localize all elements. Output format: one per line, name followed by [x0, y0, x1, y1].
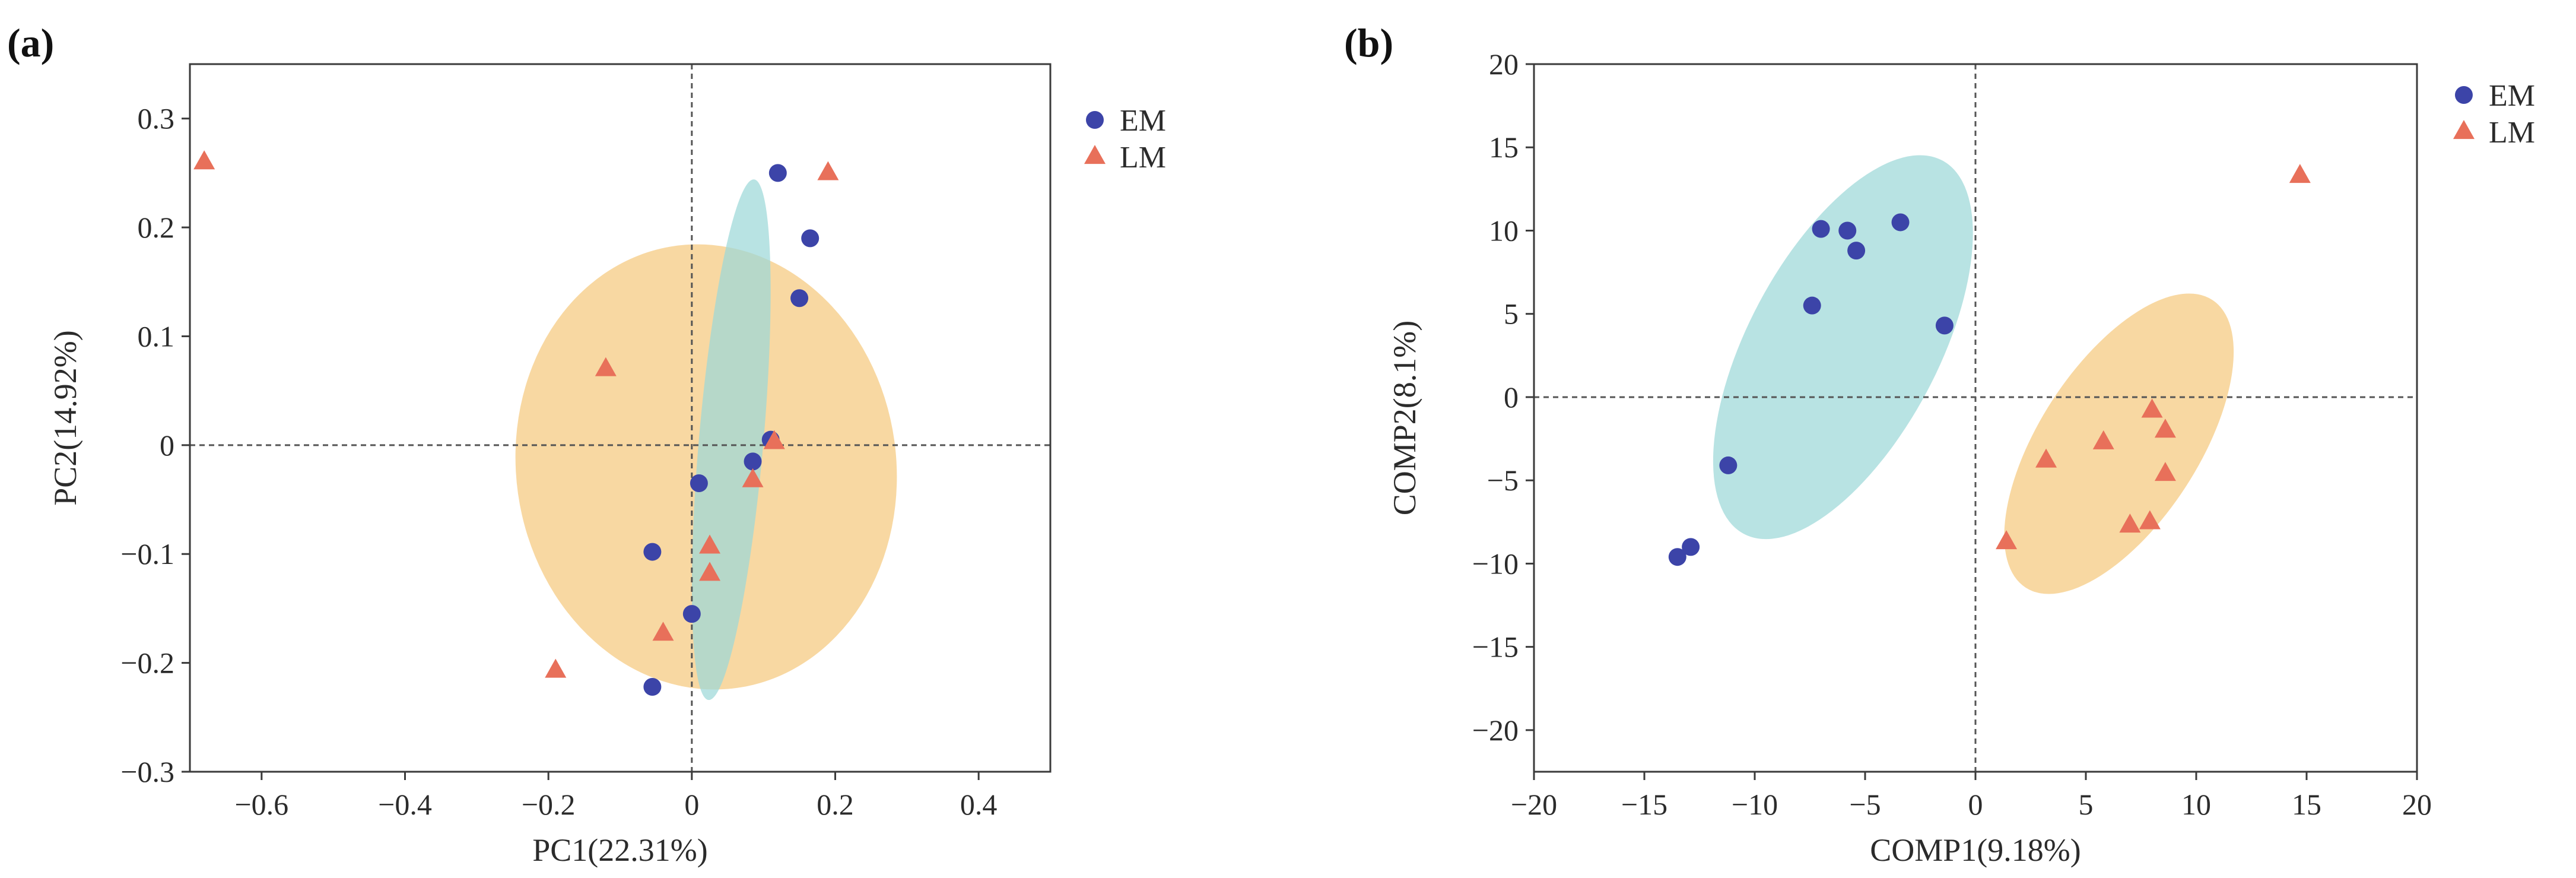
panel-b-label: (b) [1344, 20, 1393, 65]
data-point-lm [763, 430, 785, 449]
x-tick-label: 0.4 [960, 788, 998, 821]
legend-marker-lm [2453, 120, 2475, 140]
panel-a: (a) −0.6 −0.4 −0.2 0 0.2 0.4 −0.3 −0.2 −0.1 0 0.1 0… [7, 20, 1166, 868]
data-point-em [1847, 242, 1866, 260]
data-point-lm [2092, 430, 2114, 449]
y-tick-label: −20 [1472, 714, 1519, 747]
data-point-lm [2119, 514, 2141, 533]
data-point-em [744, 452, 762, 471]
data-point-lm [1996, 530, 2018, 550]
data-point-lm [2035, 448, 2057, 468]
y-tick-label: 0 [160, 429, 174, 462]
legend-label-lm: LM [1120, 141, 1166, 175]
data-point-em [643, 543, 662, 561]
data-point-lm [2139, 510, 2161, 530]
y-tick-label: −0.3 [120, 755, 174, 788]
confidence-ellipse-lm [2004, 293, 2234, 594]
data-point-lm [2141, 398, 2163, 418]
data-point-lm [699, 534, 721, 554]
y-tick-label: 0.2 [138, 211, 175, 244]
data-point-lm [817, 161, 839, 180]
y-tick-label: 0 [1504, 381, 1519, 414]
legend-label-em: EM [1120, 104, 1166, 138]
y-tick-label: −0.2 [120, 646, 174, 680]
y-axis-label: PC2(14.92%) [47, 330, 83, 506]
data-point-lm [2154, 419, 2176, 438]
data-point-em [1668, 548, 1686, 566]
x-tick-label: 0.2 [817, 788, 854, 821]
data-point-lm [545, 658, 567, 678]
data-point-em [801, 229, 820, 248]
plot-a: −0.6 −0.4 −0.2 0 0.2 0.4 −0.3 −0.2 −0.1 0 0.1 0.2 0.… [47, 63, 1166, 868]
y-tick-label: −0.1 [120, 537, 174, 570]
data-point-em [1682, 538, 1700, 556]
data-point-em [690, 474, 708, 493]
plot-frame [189, 63, 1052, 773]
x-tick-label: 5 [2079, 788, 2094, 821]
y-tick-label: 5 [1504, 297, 1519, 331]
y-tick-label: −10 [1472, 547, 1519, 580]
data-point-lm [193, 150, 215, 170]
panel-b: (b) −20 −15 −10 −5 0 5 10 15 20 −20 −15 −10 −5 0 5 10 15… [1344, 20, 2535, 868]
x-tick-label: −0.4 [378, 788, 432, 821]
data-point-lm [652, 622, 674, 641]
data-point-em [768, 164, 787, 182]
x-tick-label: −15 [1621, 788, 1667, 821]
x-tick-label: 0 [684, 788, 699, 821]
x-tick-label: 15 [2292, 788, 2321, 821]
plot-b: −20 −15 −10 −5 0 5 10 15 20 −20 −15 −10 −5 0 5 10 15 20 CO… [1387, 47, 2535, 868]
data-point-em [1803, 296, 1821, 315]
data-point-lm [2154, 462, 2176, 481]
data-point-em [1812, 220, 1830, 238]
y-tick-label: 0.1 [138, 319, 175, 353]
x-axis-label: PC1(22.31%) [532, 832, 708, 868]
y-axis-label: COMP2(8.1%) [1387, 321, 1422, 516]
legend-label-em: EM [2489, 79, 2535, 113]
data-point-em [1891, 213, 1910, 232]
x-axis-label: COMP1(9.18%) [1870, 832, 2081, 868]
x-tick-label: −0.2 [522, 788, 576, 821]
data-point-em [682, 605, 701, 623]
y-tick-label: 20 [1489, 47, 1519, 81]
x-tick-label: −0.6 [234, 788, 288, 821]
x-tick-label: 10 [2181, 788, 2211, 821]
data-point-em [790, 289, 809, 308]
legend-label-lm: LM [2489, 116, 2535, 150]
data-point-lm [742, 468, 764, 487]
data-point-em [1719, 456, 1738, 474]
x-tick-label: −10 [1732, 788, 1778, 821]
data-point-lm [2289, 164, 2311, 183]
data-point-lm [699, 562, 721, 581]
panel-a-label: (a) [7, 20, 54, 65]
data-point-em [1935, 316, 1954, 335]
confidence-ellipse-em [1713, 155, 1973, 540]
x-tick-label: 0 [1968, 788, 1983, 821]
y-tick-label: 15 [1489, 131, 1519, 164]
x-tick-label: 20 [2402, 788, 2432, 821]
y-tick-label: −5 [1487, 464, 1519, 497]
y-tick-label: 0.3 [138, 102, 175, 135]
data-point-em [643, 677, 662, 696]
data-point-lm [595, 357, 617, 376]
legend-marker-em [2455, 86, 2473, 104]
legend-marker-lm [1084, 145, 1106, 164]
data-point-em [1838, 221, 1857, 240]
x-tick-label: −5 [1849, 788, 1881, 821]
y-tick-label: −15 [1472, 630, 1519, 664]
legend-marker-em [1086, 111, 1104, 129]
y-tick-label: 10 [1489, 214, 1519, 247]
x-tick-label: −20 [1511, 788, 1557, 821]
